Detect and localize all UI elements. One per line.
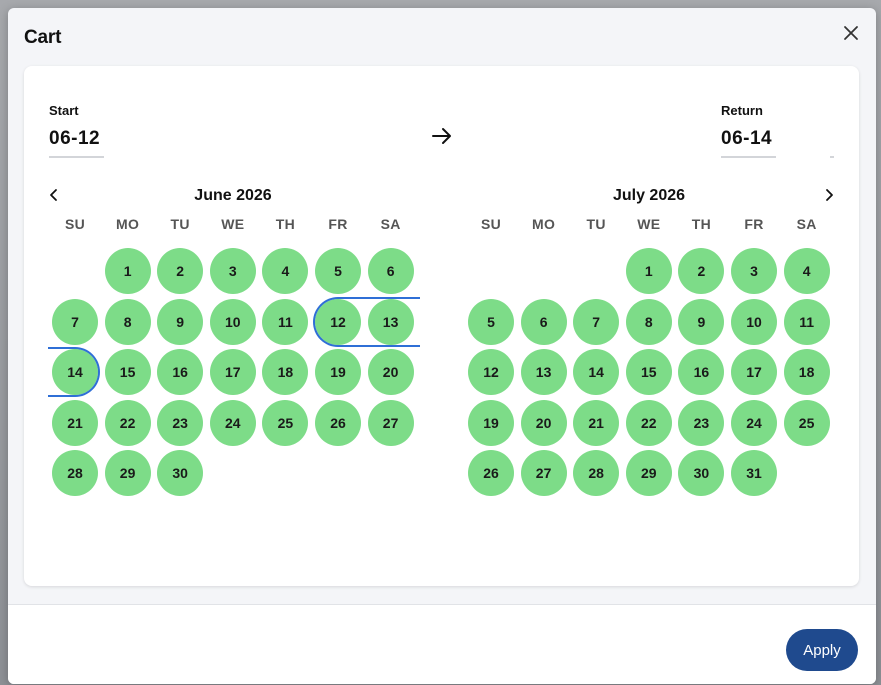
return-underline-edge	[830, 156, 834, 158]
month-title-july: July 2026	[612, 187, 686, 204]
calendar-day[interactable]: 23	[157, 399, 204, 446]
calendar-day[interactable]: 26	[315, 399, 361, 446]
month-title-june: June 2026	[194, 187, 272, 204]
chevron-left-icon	[50, 189, 57, 201]
apply-button[interactable]: Apply	[786, 629, 858, 671]
modal-title: Cart	[24, 27, 62, 48]
weekday-header: SA	[380, 216, 401, 232]
calendar-day[interactable]: 4	[262, 248, 309, 294]
calendar-day[interactable]: 28	[573, 450, 620, 497]
calendar-day[interactable]: 9	[678, 298, 725, 345]
calendar-day[interactable]: 13	[520, 349, 567, 396]
calendar-day[interactable]: 16	[157, 349, 204, 396]
weekday-header: TU	[586, 216, 606, 232]
start-underline	[49, 156, 104, 158]
calendar-day[interactable]: 5	[315, 248, 361, 294]
calendar-day[interactable]: 25	[262, 399, 309, 446]
calendar-day[interactable]: 27	[367, 399, 414, 446]
calendar-day[interactable]: 7	[52, 298, 98, 345]
calendar-day[interactable]: 20	[520, 399, 567, 446]
calendar-day[interactable]: 16	[678, 349, 725, 396]
return-date-input[interactable]: 06-14	[721, 128, 773, 149]
calendar-day[interactable]: 5	[468, 298, 514, 345]
prev-month-button[interactable]	[46, 187, 62, 203]
return-label: Return	[721, 103, 763, 118]
date-picker-card: Start 06-12 Return 06-14 June 2026 July …	[24, 66, 859, 586]
calendar-day[interactable]: 22	[625, 399, 672, 446]
calendar-day[interactable]: 12	[315, 298, 361, 345]
calendar-day[interactable]: 17	[209, 349, 256, 396]
close-button[interactable]	[840, 22, 862, 44]
calendar-day[interactable]: 25	[783, 399, 830, 446]
calendar-day[interactable]: 14	[573, 349, 620, 396]
calendar-day[interactable]: 15	[625, 349, 672, 396]
start-date-input[interactable]: 06-12	[49, 128, 101, 149]
return-underline	[721, 156, 776, 158]
calendar-day[interactable]: 30	[157, 450, 204, 497]
calendar-day[interactable]: 2	[157, 248, 204, 294]
calendar-day[interactable]: 29	[625, 450, 672, 497]
start-label: Start	[49, 103, 79, 118]
calendar-day[interactable]: 17	[731, 349, 777, 396]
calendar-day[interactable]: 24	[209, 399, 256, 446]
weekday-header: TH	[691, 216, 712, 232]
calendar-day[interactable]: 1	[104, 248, 151, 294]
calendar-day[interactable]: 22	[104, 399, 151, 446]
modal-footer: Apply	[8, 604, 876, 684]
calendar-day[interactable]: 10	[731, 298, 777, 345]
calendar-day[interactable]: 21	[52, 399, 98, 446]
calendar-day[interactable]: 4	[783, 248, 830, 294]
date-range-arrow	[430, 126, 454, 146]
calendar-day[interactable]: 11	[262, 298, 309, 345]
calendar-day[interactable]: 28	[52, 450, 98, 497]
calendar-day[interactable]: 11	[783, 298, 830, 345]
calendar-day[interactable]: 6	[367, 248, 414, 294]
calendar-day[interactable]: 14	[52, 349, 98, 396]
calendar-day[interactable]: 8	[625, 298, 672, 345]
calendar-day[interactable]: 31	[731, 450, 777, 497]
chevron-right-icon	[826, 189, 833, 201]
calendar-day[interactable]: 15	[104, 349, 151, 396]
weekday-header: SA	[796, 216, 817, 232]
calendar-day[interactable]: 9	[157, 298, 204, 345]
close-icon	[844, 26, 858, 40]
calendar-day[interactable]: 12	[468, 349, 514, 396]
weekday-header: MO	[532, 216, 556, 232]
calendar-day[interactable]: 3	[731, 248, 777, 294]
calendar-day[interactable]: 8	[104, 298, 151, 345]
calendar-day[interactable]: 23	[678, 399, 725, 446]
weekday-header: TU	[170, 216, 190, 232]
weekday-header: SU	[480, 216, 502, 232]
cart-modal: Cart Start 06-12 Return 06-14	[8, 8, 876, 684]
calendar-day[interactable]: 18	[262, 349, 309, 396]
calendar-day[interactable]: 19	[468, 399, 514, 446]
weekday-header: WE	[637, 216, 661, 232]
weekday-header: FR	[744, 216, 764, 232]
modal-header: Cart	[8, 8, 876, 64]
weekday-header: MO	[116, 216, 140, 232]
next-month-button[interactable]	[821, 187, 837, 203]
calendar-day[interactable]: 6	[520, 298, 567, 345]
arrow-right-icon	[432, 128, 451, 144]
calendar-day[interactable]: 13	[367, 298, 414, 345]
calendar-day[interactable]: 19	[315, 349, 361, 396]
calendar-day[interactable]: 20	[367, 349, 414, 396]
calendar-day[interactable]: 2	[678, 248, 725, 294]
calendar-day[interactable]: 1	[625, 248, 672, 294]
calendar-day[interactable]: 21	[573, 399, 620, 446]
calendar-day[interactable]: 30	[678, 450, 725, 497]
weekday-header: SU	[64, 216, 86, 232]
calendar-day[interactable]: 26	[468, 450, 514, 497]
weekday-header: FR	[328, 216, 348, 232]
calendar-day[interactable]: 24	[731, 399, 777, 446]
weekday-header: TH	[275, 216, 296, 232]
calendar-day[interactable]: 29	[104, 450, 151, 497]
calendar-day[interactable]: 27	[520, 450, 567, 497]
calendar-day[interactable]: 7	[573, 298, 620, 345]
calendar-day[interactable]: 3	[209, 248, 256, 294]
calendar-day[interactable]: 18	[783, 349, 830, 396]
calendar-day[interactable]: 10	[209, 298, 256, 345]
weekday-header: WE	[221, 216, 245, 232]
